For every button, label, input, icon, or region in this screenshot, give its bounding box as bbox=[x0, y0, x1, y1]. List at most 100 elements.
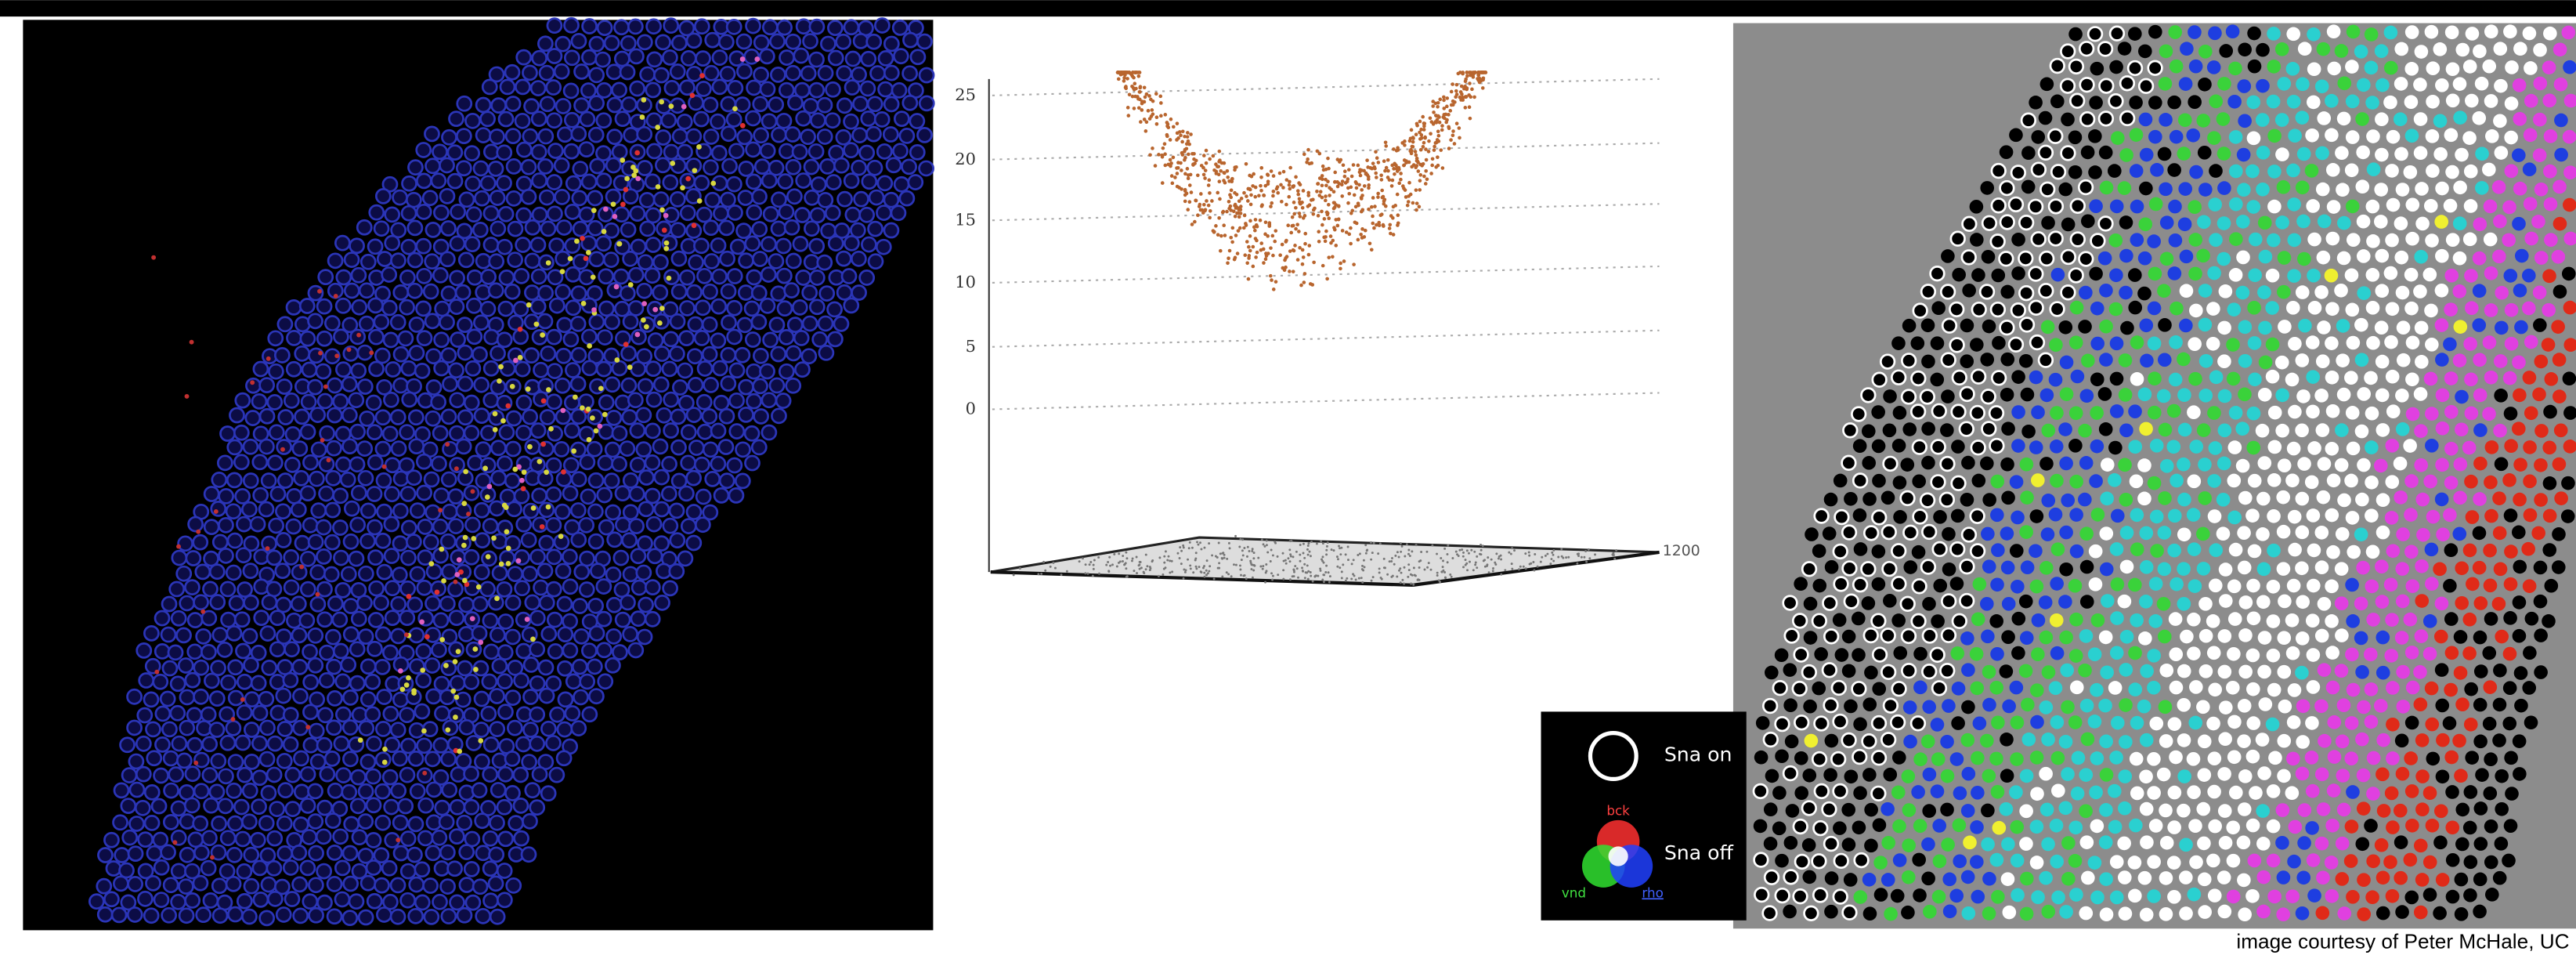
cell bbox=[862, 111, 876, 125]
cell-dot bbox=[2267, 580, 2281, 594]
cell bbox=[244, 595, 258, 610]
cell bbox=[219, 548, 233, 563]
cell-dot bbox=[2436, 769, 2450, 783]
cell-dot bbox=[2296, 215, 2310, 229]
cell bbox=[432, 643, 446, 657]
cell-dot bbox=[1834, 714, 1848, 729]
cell-dot bbox=[1931, 336, 1945, 350]
base-point bbox=[1528, 555, 1530, 557]
scatter-point bbox=[1436, 138, 1440, 142]
scatter-point bbox=[1360, 188, 1364, 192]
scatter-point bbox=[1159, 101, 1163, 105]
cell bbox=[670, 564, 684, 578]
cell bbox=[359, 784, 373, 798]
cell-dot bbox=[2275, 356, 2289, 370]
cell bbox=[370, 362, 384, 376]
marker-dot bbox=[627, 364, 633, 370]
cell bbox=[210, 565, 224, 579]
marker-dot bbox=[457, 749, 462, 754]
cell-dot bbox=[2189, 440, 2203, 454]
marker-dot bbox=[382, 747, 388, 752]
base-point bbox=[1289, 553, 1292, 555]
cell-dot bbox=[2415, 182, 2429, 196]
marker-dot bbox=[597, 424, 602, 429]
scatter-point bbox=[1264, 257, 1268, 261]
cell-dot bbox=[1923, 629, 1937, 643]
marker-dot bbox=[590, 415, 595, 421]
base-point bbox=[1302, 552, 1305, 555]
cell bbox=[646, 237, 660, 251]
cell-dot bbox=[2060, 387, 2074, 401]
scatter-point bbox=[1364, 229, 1367, 233]
scatter-point bbox=[1481, 86, 1485, 90]
cell bbox=[268, 395, 282, 409]
scatter-point bbox=[1179, 161, 1183, 165]
marker-dot bbox=[697, 198, 703, 204]
cell-dot bbox=[1873, 373, 1887, 387]
cell bbox=[476, 98, 490, 112]
cell-dot bbox=[2554, 114, 2568, 128]
cell bbox=[655, 470, 669, 484]
cell-dot bbox=[2267, 233, 2281, 248]
cell bbox=[762, 173, 776, 187]
cell bbox=[531, 299, 545, 313]
cell-dot bbox=[2196, 114, 2210, 128]
cell-dot bbox=[2365, 476, 2379, 490]
cell bbox=[276, 533, 291, 547]
base-point bbox=[1235, 564, 1237, 566]
cell bbox=[753, 222, 767, 237]
cell-dot bbox=[2366, 613, 2380, 627]
cell bbox=[156, 707, 170, 721]
cell bbox=[719, 440, 733, 454]
base-point bbox=[1400, 542, 1402, 544]
cell bbox=[891, 206, 905, 220]
cell bbox=[415, 863, 429, 877]
cell bbox=[327, 845, 341, 859]
cell bbox=[704, 221, 718, 235]
cell bbox=[336, 363, 350, 377]
base-point bbox=[1513, 549, 1516, 552]
cell bbox=[391, 878, 405, 892]
cell bbox=[458, 345, 472, 360]
cell-dot bbox=[2267, 440, 2282, 454]
cell bbox=[607, 629, 621, 643]
base-point bbox=[1345, 580, 1347, 582]
scatter-point bbox=[1121, 71, 1125, 74]
scatter-point bbox=[1271, 194, 1275, 198]
cell-dot bbox=[2484, 266, 2498, 280]
marker-dot bbox=[358, 737, 363, 743]
cell bbox=[639, 502, 653, 516]
cell bbox=[590, 315, 604, 329]
cell bbox=[778, 20, 792, 34]
cell bbox=[419, 798, 433, 812]
cell-dot bbox=[2317, 42, 2331, 56]
base-point bbox=[1118, 552, 1120, 555]
cell bbox=[739, 407, 753, 421]
scatter-point bbox=[1417, 169, 1421, 173]
cell bbox=[410, 567, 425, 581]
scatter-point bbox=[1325, 277, 1329, 281]
cell bbox=[739, 380, 753, 394]
cell bbox=[154, 675, 168, 689]
scatter-point bbox=[1270, 201, 1274, 205]
cell-dot bbox=[2512, 526, 2526, 540]
scatter-point bbox=[1194, 199, 1198, 203]
base-point bbox=[1323, 562, 1325, 564]
cell-dot bbox=[2524, 94, 2538, 108]
scatter-point bbox=[1433, 148, 1436, 152]
cell bbox=[210, 722, 224, 736]
scatter-point bbox=[1318, 176, 1322, 180]
cell bbox=[234, 425, 248, 440]
base-point bbox=[1500, 573, 1502, 576]
cell-dot bbox=[2019, 525, 2033, 539]
cell bbox=[641, 222, 655, 236]
marker-dot bbox=[317, 289, 322, 294]
scatter-point bbox=[1133, 71, 1136, 74]
cell bbox=[530, 736, 544, 751]
cell bbox=[367, 769, 381, 783]
cell-dot bbox=[1923, 768, 1937, 782]
cell-dot bbox=[2079, 456, 2094, 470]
cell bbox=[309, 815, 323, 829]
cell bbox=[154, 860, 168, 874]
scatter-point bbox=[1302, 153, 1306, 157]
